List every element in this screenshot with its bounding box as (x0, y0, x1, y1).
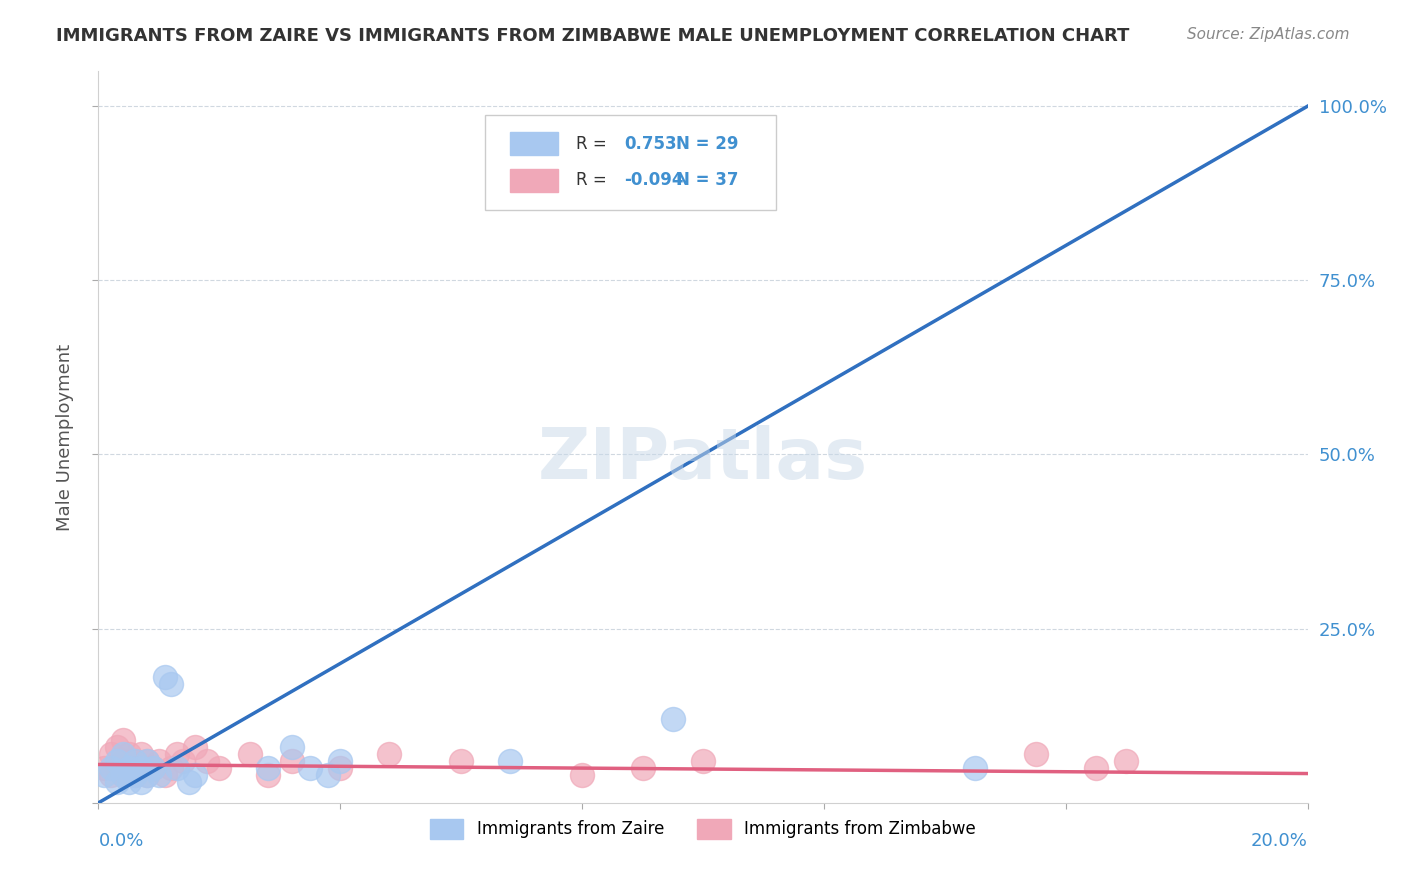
Point (195, 754, 218, 768)
Text: -0.094: -0.094 (624, 171, 683, 189)
Point (571, 768, 593, 782)
Point (148, 754, 170, 768)
Text: IMMIGRANTS FROM ZAIRE VS IMMIGRANTS FROM ZIMBABWE MALE UNEMPLOYMENT CORRELATION : IMMIGRANTS FROM ZAIRE VS IMMIGRANTS FROM… (56, 27, 1129, 45)
Point (135, 754, 157, 768)
Point (124, 768, 146, 782)
Point (105, 754, 128, 768)
Point (105, 740, 128, 755)
Text: R =: R = (576, 171, 612, 189)
Bar (509, 169, 558, 192)
Point (129, 761, 152, 775)
Point (142, 761, 165, 775)
Point (184, 768, 207, 782)
Point (166, 747, 188, 761)
Point (148, 768, 170, 782)
Point (256, 761, 278, 775)
Point (100, 761, 122, 775)
Point (100, 747, 122, 761)
Point (135, 768, 157, 782)
Text: 20.0%: 20.0% (1251, 832, 1308, 850)
Point (153, 670, 176, 684)
Point (450, 754, 472, 768)
Point (498, 754, 520, 768)
Point (160, 677, 183, 691)
Text: Source: ZipAtlas.com: Source: ZipAtlas.com (1187, 27, 1350, 42)
Point (124, 768, 146, 782)
Text: R =: R = (576, 135, 612, 153)
Point (135, 754, 157, 768)
Point (377, 747, 399, 761)
FancyBboxPatch shape (485, 115, 776, 211)
Bar (509, 132, 558, 155)
Text: 0.0%: 0.0% (98, 832, 143, 850)
Point (631, 761, 654, 775)
Point (100, 768, 122, 782)
Point (1024, 747, 1046, 761)
Point (661, 712, 683, 726)
Point (118, 761, 141, 775)
Point (172, 754, 194, 768)
Point (1085, 761, 1108, 775)
Point (179, 775, 201, 789)
Point (965, 761, 987, 775)
Point (329, 761, 352, 775)
Point (124, 754, 146, 768)
Text: N = 29: N = 29 (676, 135, 740, 153)
Text: N = 37: N = 37 (676, 171, 740, 189)
Point (129, 775, 152, 789)
Point (93, 761, 115, 775)
Legend: Immigrants from Zaire, Immigrants from Zimbabwe: Immigrants from Zaire, Immigrants from Z… (423, 812, 983, 846)
Text: 0.753: 0.753 (624, 135, 678, 153)
Point (111, 747, 134, 761)
Point (329, 754, 352, 768)
Point (208, 761, 231, 775)
Point (316, 768, 339, 782)
Point (184, 740, 207, 755)
Y-axis label: Male Unemployment: Male Unemployment (56, 343, 75, 531)
Point (111, 754, 134, 768)
Point (118, 775, 141, 789)
Point (1115, 754, 1137, 768)
Point (129, 747, 152, 761)
Point (111, 768, 134, 782)
Point (281, 740, 304, 755)
Text: ZIPatlas: ZIPatlas (538, 425, 868, 493)
Point (118, 747, 141, 761)
Point (105, 775, 128, 789)
Point (239, 747, 262, 761)
Point (256, 768, 278, 782)
Point (135, 768, 157, 782)
Point (111, 768, 134, 782)
Point (281, 754, 304, 768)
Point (153, 768, 176, 782)
Point (160, 761, 183, 775)
Point (105, 761, 128, 775)
Point (166, 761, 188, 775)
Point (124, 754, 146, 768)
Point (299, 761, 322, 775)
Point (142, 761, 165, 775)
Point (129, 761, 152, 775)
Point (111, 733, 134, 747)
Point (692, 754, 714, 768)
Point (93, 768, 115, 782)
Point (118, 761, 141, 775)
